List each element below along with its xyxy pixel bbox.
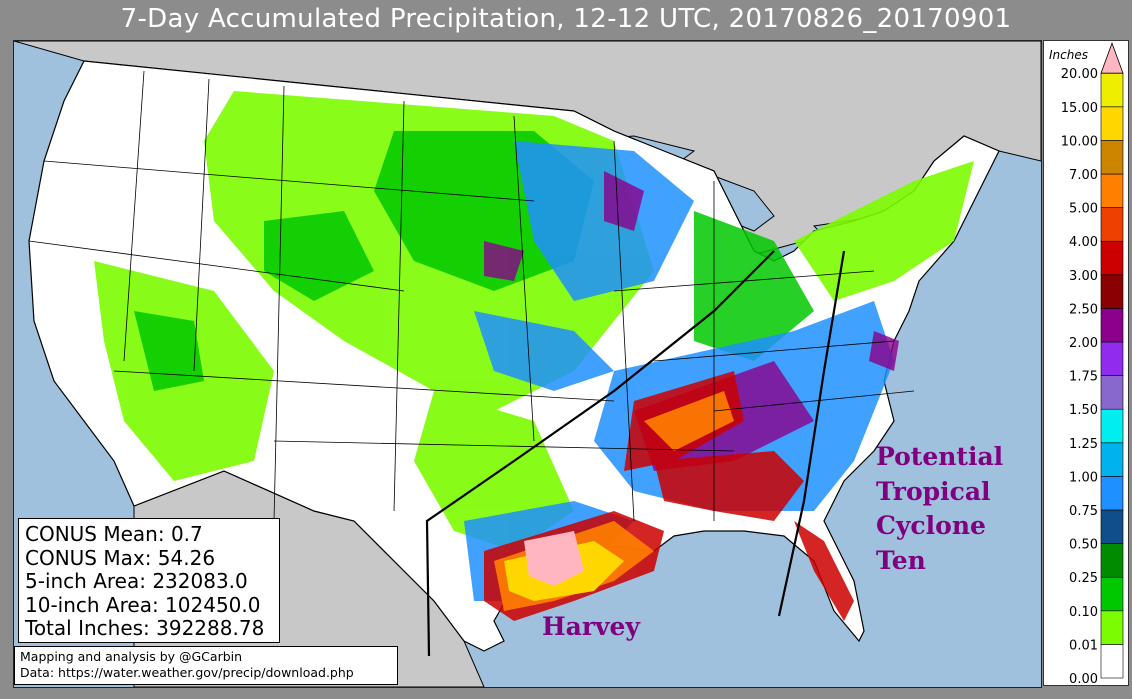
legend-swatch — [1100, 308, 1124, 343]
legend-swatch — [1100, 274, 1124, 309]
credit-line: Mapping and analysis by @GCarbin — [20, 649, 243, 664]
legend-tick-label: 0.01 — [1069, 638, 1098, 653]
legend-swatch — [1100, 543, 1124, 578]
legend-swatch — [1100, 240, 1124, 276]
legend-swatch — [1100, 72, 1124, 108]
legend-tick-label: 10.00 — [1061, 134, 1098, 149]
legend-swatch — [1100, 341, 1124, 376]
legend-swatch — [1100, 442, 1124, 477]
legend-tick-label: 3.00 — [1069, 269, 1098, 284]
annotation-ptc-line: Tropical — [876, 476, 991, 506]
map-title: 7-Day Accumulated Precipitation, 12-12 U… — [120, 4, 1012, 34]
legend-swatch — [1100, 408, 1124, 444]
storm-tracks — [425, 250, 846, 657]
stats-box: CONUS Mean: 0.7 CONUS Max: 54.26 5-inch … — [18, 518, 280, 643]
legend-tick-label: 0.25 — [1069, 571, 1098, 586]
track-harvey — [425, 250, 775, 657]
legend-swatch — [1100, 644, 1124, 679]
legend-tick-label: 0.00 — [1069, 672, 1098, 687]
annotation-ptc-line: Ten — [876, 545, 926, 575]
legend-tick-label: 5.00 — [1069, 202, 1098, 217]
legend-tick-label: 20.00 — [1061, 67, 1098, 82]
legend-tick-label: 15.00 — [1061, 101, 1098, 116]
stat-total: Total Inches: 392288.78 — [25, 616, 265, 640]
stat-mean: CONUS Mean: 0.7 — [25, 522, 203, 546]
legend-swatch — [1100, 375, 1124, 410]
track-ptc-ten — [777, 250, 846, 617]
legend-swatch — [1100, 173, 1124, 208]
legend-tick-label: 0.50 — [1069, 538, 1098, 553]
legend-tick-label: 7.00 — [1069, 168, 1098, 183]
annotation-ptc-line: Potential — [876, 442, 1004, 471]
legend-arrow — [1100, 42, 1124, 74]
legend-tick-label: 1.50 — [1069, 403, 1098, 418]
legend-bar: 0.00 0.01 0.10 0.25 0.50 0.75 1.00 1.25 1.50 1.75… — [1061, 42, 1124, 687]
state-boundaries — [28, 70, 915, 522]
legend-swatch — [1100, 207, 1124, 242]
stat-area10: 10-inch Area: 102450.0 — [25, 592, 261, 617]
annotation-ptc-line: Cyclone — [876, 511, 986, 540]
legend-tick-label: 1.75 — [1069, 370, 1098, 385]
legend-tick-label: 0.10 — [1069, 605, 1098, 620]
legend-tick-label: 1.25 — [1069, 437, 1098, 452]
legend-tick-label: 2.50 — [1069, 302, 1098, 317]
legend-tick-label: 2.00 — [1069, 336, 1098, 351]
stat-max: CONUS Max: 54.26 — [25, 545, 216, 570]
legend-swatch — [1100, 610, 1124, 645]
color-legend: Inches 0.00 0.01 0.10 0.25 0.50 0.75 1.00 1.25 1… — [1043, 40, 1129, 687]
legend-unit: Inches — [1049, 48, 1088, 62]
legend-swatch — [1100, 509, 1124, 544]
legend-swatch — [1100, 576, 1124, 612]
annotation-harvey: Harvey — [542, 612, 640, 641]
legend-tick-label: 0.75 — [1069, 504, 1098, 519]
annotation-ptc-ten: Potential Tropical Cyclone Ten — [876, 440, 1003, 578]
legend-swatch — [1100, 476, 1124, 511]
precip-pink — [524, 531, 584, 586]
legend-swatch — [1100, 140, 1124, 175]
credit-line: Data: https://water.weather.gov/precip/d… — [20, 665, 354, 680]
stat-area5: 5-inch Area: 232083.0 — [25, 569, 248, 593]
credit-box: Mapping and analysis by @GCarbin Data: h… — [14, 646, 398, 685]
legend-swatch — [1100, 106, 1124, 141]
legend-tick-label: 1.00 — [1069, 470, 1098, 485]
legend-tick-label: 4.00 — [1069, 235, 1098, 250]
